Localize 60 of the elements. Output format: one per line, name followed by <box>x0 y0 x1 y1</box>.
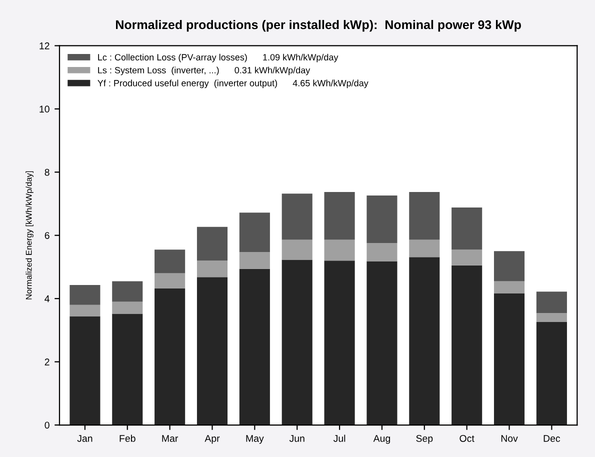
bar <box>324 260 355 426</box>
x-tick-label: Feb <box>120 434 136 442</box>
y-tick-label: 4 <box>44 295 50 302</box>
legend-label: Yf : Produced useful energy (inverter output) 4.65 kWh/kWp/day <box>98 80 368 88</box>
bar <box>282 240 312 260</box>
bar <box>366 242 398 262</box>
y-axis-title: Normalized Energy [kWh/kWp/day] <box>26 171 34 300</box>
bar <box>282 194 312 240</box>
y-tick-label: 8 <box>44 168 50 176</box>
x-tick-label: Apr <box>204 435 220 444</box>
bar <box>196 277 228 426</box>
bar <box>494 281 525 294</box>
bar <box>366 196 398 243</box>
bar <box>366 261 398 426</box>
bar <box>536 322 567 426</box>
bar <box>239 252 270 269</box>
bar <box>70 304 100 316</box>
y-tick-label: 10 <box>40 106 50 113</box>
x-tick-label: May <box>246 435 264 444</box>
y-tick-label: 6 <box>44 232 50 239</box>
chart-title: Normalized productions (per installed kWp): Nominal power 93 kWp <box>116 20 521 32</box>
bar <box>154 250 186 274</box>
bar <box>239 212 270 252</box>
bar <box>409 257 440 426</box>
bar <box>452 208 482 250</box>
x-tick-label: Oct <box>460 434 474 442</box>
x-tick-label: Jul <box>333 434 346 442</box>
bar <box>452 265 482 426</box>
bar <box>154 288 186 426</box>
bar <box>324 240 355 261</box>
bar <box>112 302 143 314</box>
bar <box>70 316 100 426</box>
bar <box>196 260 228 278</box>
x-tick-label: Mar <box>162 435 178 442</box>
x-tick-label: Aug <box>373 435 390 444</box>
x-tick-label: Dec <box>544 435 560 442</box>
x-tick-label: Nov <box>501 435 518 442</box>
y-tick-label: 12 <box>40 42 50 50</box>
bar <box>409 192 440 240</box>
bar <box>70 284 100 305</box>
legend-label: Lc : Collection Loss (PV-array losses) 1.09 kWh/kWp/day <box>98 54 338 62</box>
bar <box>282 260 312 426</box>
bar <box>409 240 440 258</box>
x-tick-label: Jan <box>77 435 92 442</box>
x-tick-label: Sep <box>416 434 433 444</box>
bar <box>154 273 186 288</box>
bar <box>112 314 143 426</box>
bar <box>112 281 143 302</box>
bar <box>494 251 525 282</box>
y-tick-label: 0 <box>44 422 50 429</box>
bar <box>239 268 270 426</box>
bar <box>536 292 567 314</box>
bar <box>324 192 355 240</box>
bar <box>536 313 567 322</box>
x-tick-label: Jun <box>289 435 304 442</box>
bar <box>452 250 482 266</box>
bar <box>196 226 228 261</box>
y-tick-label: 2 <box>44 358 50 366</box>
legend-label: Ls : System Loss (inverter, ...) 0.31 kWh/kWp/day <box>98 66 310 76</box>
bar <box>494 293 525 426</box>
